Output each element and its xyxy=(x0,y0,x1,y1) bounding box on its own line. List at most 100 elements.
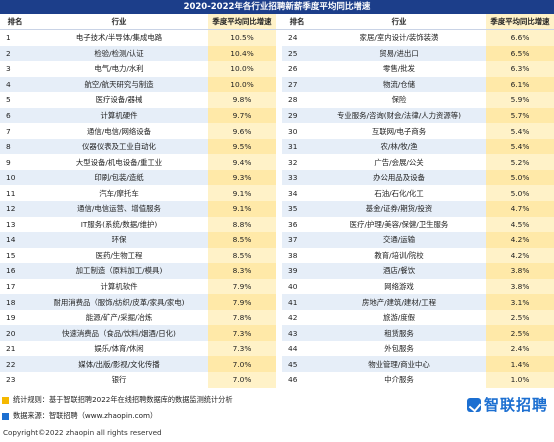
industry-cell: 耐用消费品（服饰/纺织/皮革/家具/家电) xyxy=(30,294,208,310)
rank-cell: 44 xyxy=(288,344,298,354)
column-gap xyxy=(276,356,282,373)
rank-cell: 43 xyxy=(282,325,312,341)
industry-cell: 银行 xyxy=(111,375,127,385)
growth-cell: 6.5% xyxy=(486,45,554,62)
column-gap xyxy=(276,92,282,108)
rank-cell: 37 xyxy=(282,232,312,248)
industry-cell: 医疗/护理/美容/保健/卫生服务 xyxy=(349,219,449,229)
growth-cell: 7.0% xyxy=(208,356,276,373)
table-title: 2020-2022年各行业招聘新薪季度平均同比增速 xyxy=(0,0,554,14)
growth-cell: 1.0% xyxy=(486,372,554,388)
column-gap xyxy=(276,76,282,93)
growth-cell: 7.9% xyxy=(208,278,276,295)
column-gap xyxy=(276,340,282,357)
growth-cell: 4.2% xyxy=(486,247,554,264)
table-row: 6 计算机硬件 9.7% 29 专业服务/咨询(财会/法律/人力资源等) 5.7% xyxy=(0,107,554,124)
growth-cell: 2.4% xyxy=(486,340,554,357)
stats-note-line: 统计规则：基于智联招聘2022年在线招聘数据库的数据监测统计分析 xyxy=(0,394,233,406)
industry-cell: 仪器仪表及工业自动化 xyxy=(30,138,208,155)
industry-cell: 租赁服务 xyxy=(312,325,486,341)
growth-cell: 1.4% xyxy=(486,356,554,373)
rank-cell: 36 xyxy=(288,219,298,229)
rank-cell: 41 xyxy=(282,294,312,310)
column-gap xyxy=(276,14,282,30)
industry-cell: 农/林/牧/渔 xyxy=(312,138,486,155)
footer: 统计规则：基于智联招聘2022年在线招聘数据库的数据监测统计分析 数据来源：智联… xyxy=(0,390,554,442)
growth-cell: 2.5% xyxy=(486,325,554,341)
industry-cell: 印刷/包装/造纸 xyxy=(30,169,208,186)
header-row: 排名 行业 季度平均同比增速 排名 行业 季度平均同比增速 xyxy=(0,14,554,30)
industry-header: 行业 xyxy=(312,14,486,30)
rank-cell: 16 xyxy=(0,263,30,279)
table-row: 16 加工制造（原料加工/模具) 8.3% 39 酒店/餐饮 3.8% xyxy=(0,263,554,279)
growth-cell: 4.5% xyxy=(486,216,554,233)
column-gap xyxy=(276,294,282,310)
rank-cell: 13 xyxy=(6,219,16,229)
industry-cell: 基金/证券/期货/投资 xyxy=(312,201,486,217)
growth-cell: 5.9% xyxy=(486,92,554,108)
column-gap xyxy=(276,201,282,217)
column-gap xyxy=(276,278,282,295)
growth-cell: 5.4% xyxy=(486,123,554,139)
industry-cell: 汽车/摩托车 xyxy=(99,188,139,198)
rank-cell: 27 xyxy=(282,76,312,93)
industry-cell: 石油/石化/化工 xyxy=(374,188,424,198)
growth-cell: 7.8% xyxy=(208,309,276,326)
rank-header: 排名 xyxy=(0,14,30,30)
rank-cell: 34 xyxy=(288,188,298,198)
rank-cell: 24 xyxy=(288,33,298,43)
industry-cell: 交通/运输 xyxy=(312,232,486,248)
table-row: 3 电气/电力/水利 10.0% 26 零售/批发 6.3% xyxy=(0,61,554,77)
table-row: 21 娱乐/体育/休闲 7.3% 44 外包服务 2.4% xyxy=(0,340,554,357)
table-row: 18 耐用消费品（服饰/纺织/皮革/家具/家电) 7.9% 41 房地产/建筑/建材/工… xyxy=(0,294,554,310)
column-gap xyxy=(276,29,282,46)
rank-cell: 20 xyxy=(0,325,30,341)
growth-cell: 3.8% xyxy=(486,278,554,295)
industry-cell: 专业服务/咨询(财会/法律/人力资源等) xyxy=(312,107,486,124)
rank-cell: 3 xyxy=(6,64,11,74)
ranking-table: 排名 行业 季度平均同比增速 排名 行业 季度平均同比增速 1 电子技术/半导体/… xyxy=(0,14,554,388)
growth-cell: 5.0% xyxy=(486,185,554,202)
industry-cell: 酒店/餐饮 xyxy=(312,263,486,279)
table-row: 9 大型设备/机电设备/重工业 9.4% 32 广告/会展/公关 5.2% xyxy=(0,154,554,170)
rank-cell: 25 xyxy=(282,45,312,62)
industry-cell: 网络游戏 xyxy=(384,282,414,292)
table-row: 12 通信/电信运营、增值服务 9.1% 35 基金/证券/期货/投资 4.7% xyxy=(0,201,554,217)
rank-cell: 6 xyxy=(0,107,30,124)
rank-cell: 10 xyxy=(0,169,30,186)
source-line: 数据来源：智联招聘（www.zhaopin.com） xyxy=(0,410,157,422)
growth-cell: 5.7% xyxy=(486,107,554,124)
rank-header: 排名 xyxy=(282,14,312,30)
industry-cell: 通信/电信运营、增值服务 xyxy=(30,201,208,217)
growth-cell: 10.4% xyxy=(208,45,276,62)
rank-cell: 39 xyxy=(282,263,312,279)
rank-cell: 38 xyxy=(288,250,298,260)
industry-cell: 医疗设备/器械 xyxy=(95,95,143,105)
growth-cell: 9.1% xyxy=(208,185,276,202)
industry-cell: 教育/培训/院校 xyxy=(374,250,424,260)
column-gap xyxy=(276,232,282,248)
rank-cell: 26 xyxy=(288,64,298,74)
rank-cell: 15 xyxy=(6,250,16,260)
growth-cell: 9.7% xyxy=(208,107,276,124)
rank-cell: 42 xyxy=(288,313,298,323)
growth-cell: 6.1% xyxy=(486,76,554,93)
column-gap xyxy=(276,309,282,326)
rank-cell: 46 xyxy=(288,375,298,385)
table-row: 7 通信/电信/网络设备 9.6% 30 互联网/电子商务 5.4% xyxy=(0,123,554,139)
table-row: 19 能源/矿产/采掘/冶炼 7.8% 42 旅游/度假 2.5% xyxy=(0,309,554,326)
rank-cell: 8 xyxy=(0,138,30,155)
industry-cell: 大型设备/机电设备/重工业 xyxy=(75,157,163,167)
growth-cell: 9.4% xyxy=(208,154,276,170)
industry-cell: 家居/室内设计/装饰装潢 xyxy=(359,33,439,43)
rank-cell: 2 xyxy=(0,45,30,62)
industry-cell: 电子技术/半导体/集成电路 xyxy=(75,33,163,43)
industry-cell: 外包服务 xyxy=(384,344,414,354)
rank-cell: 35 xyxy=(282,201,312,217)
industry-cell: 计算机软件 xyxy=(100,282,138,292)
growth-cell: 7.0% xyxy=(208,372,276,388)
rank-cell: 14 xyxy=(0,232,30,248)
industry-cell: 加工制造（原料加工/模具) xyxy=(30,263,208,279)
table-row: 5 医疗设备/器械 9.8% 28 保险 5.9% xyxy=(0,92,554,108)
rank-cell: 28 xyxy=(288,95,298,105)
